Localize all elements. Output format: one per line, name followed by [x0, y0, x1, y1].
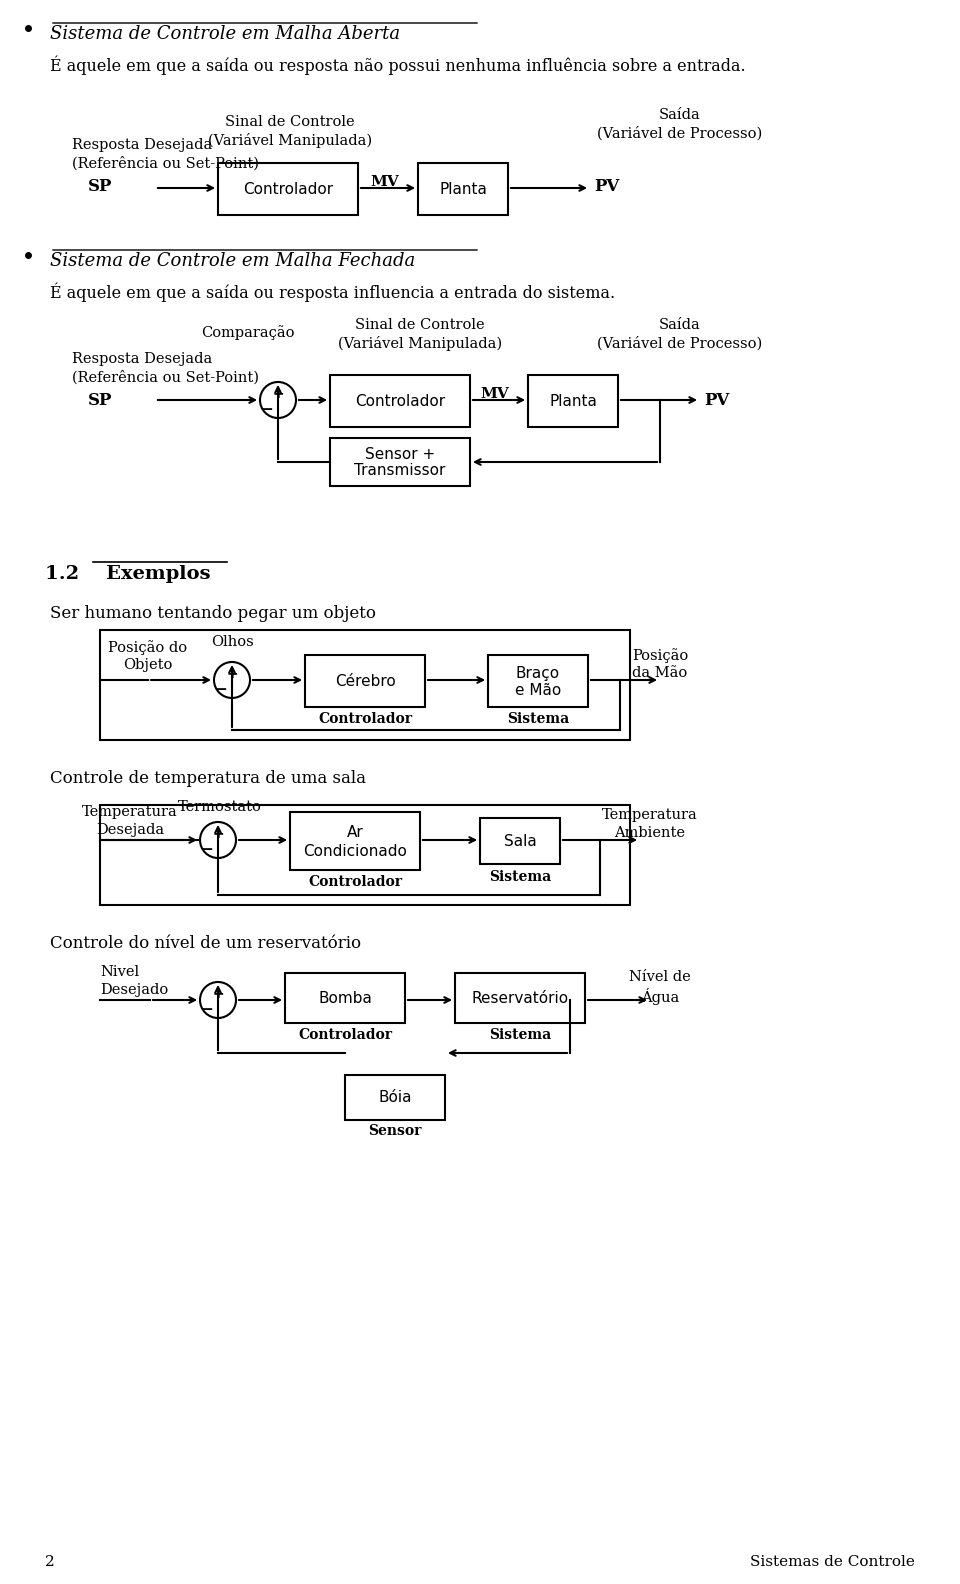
Text: Braço: Braço — [516, 665, 560, 681]
Text: (Referência ou Set-Point): (Referência ou Set-Point) — [72, 371, 259, 385]
Text: Saída: Saída — [660, 318, 701, 333]
Text: Sinal de Controle: Sinal de Controle — [355, 318, 485, 333]
Text: Termostato: Termostato — [178, 800, 262, 814]
Text: É aquele em que a saída ou resposta influencia a entrada do sistema.: É aquele em que a saída ou resposta infl… — [50, 282, 615, 301]
Text: Objeto: Objeto — [123, 657, 173, 672]
Text: Sensor: Sensor — [369, 1125, 421, 1137]
FancyBboxPatch shape — [285, 973, 405, 1023]
Text: −: − — [215, 681, 228, 697]
Text: Controle de temperatura de uma sala: Controle de temperatura de uma sala — [50, 770, 366, 787]
Text: Planta: Planta — [549, 393, 597, 409]
Text: Sistema de Controle em Malha Aberta: Sistema de Controle em Malha Aberta — [50, 25, 400, 43]
Text: PV: PV — [704, 391, 730, 409]
Text: Controle do nível de um reservatório: Controle do nível de um reservatório — [50, 935, 361, 952]
Text: −: − — [261, 401, 274, 417]
Text: Posição: Posição — [632, 648, 688, 662]
Text: Temperatura: Temperatura — [83, 805, 178, 819]
Text: Planta: Planta — [439, 182, 487, 196]
Text: Controlador: Controlador — [308, 874, 402, 889]
Text: +: + — [227, 667, 238, 681]
Text: +: + — [273, 386, 284, 401]
Text: Comparação: Comparação — [202, 325, 295, 341]
Text: Sensor +: Sensor + — [365, 447, 435, 463]
Text: Controlador: Controlador — [318, 711, 412, 725]
FancyBboxPatch shape — [488, 656, 588, 706]
Text: (Variável Manipulada): (Variável Manipulada) — [338, 336, 502, 352]
Text: Bóia: Bóia — [378, 1090, 412, 1106]
Text: (Variável de Processo): (Variável de Processo) — [597, 127, 762, 141]
Text: Temperatura: Temperatura — [602, 808, 698, 822]
FancyBboxPatch shape — [480, 817, 560, 863]
Text: +: + — [212, 987, 224, 1001]
Text: Ser humano tentando pegar um objeto: Ser humano tentando pegar um objeto — [50, 605, 376, 623]
Text: Desejada: Desejada — [96, 824, 164, 836]
Text: +: + — [212, 827, 224, 841]
Text: Água: Água — [641, 988, 679, 1004]
Text: SP: SP — [87, 391, 112, 409]
Text: Olhos: Olhos — [210, 635, 253, 649]
Text: Sistemas de Controle: Sistemas de Controle — [750, 1555, 915, 1570]
Text: (Referência ou Set-Point): (Referência ou Set-Point) — [72, 155, 259, 171]
Text: Saída: Saída — [660, 108, 701, 122]
FancyBboxPatch shape — [528, 375, 618, 428]
Text: da Mão: da Mão — [633, 665, 687, 680]
Text: SP: SP — [87, 177, 112, 195]
Text: e Mão: e Mão — [515, 683, 562, 699]
Text: MV: MV — [480, 386, 509, 401]
Text: Bomba: Bomba — [318, 990, 372, 1006]
Text: Transmissor: Transmissor — [354, 463, 445, 478]
Text: Resposta Desejada: Resposta Desejada — [72, 352, 212, 366]
Text: −: − — [201, 841, 213, 857]
Text: Reservatório: Reservatório — [471, 990, 568, 1006]
FancyBboxPatch shape — [455, 973, 585, 1023]
Text: Resposta Desejada: Resposta Desejada — [72, 138, 212, 152]
Text: Nivel: Nivel — [100, 965, 139, 979]
Text: É aquele em que a saída ou resposta não possui nenhuma influência sobre a entrad: É aquele em que a saída ou resposta não … — [50, 55, 746, 74]
Text: 1.2    Exemplos: 1.2 Exemplos — [45, 565, 210, 583]
FancyBboxPatch shape — [418, 163, 508, 215]
Text: Sinal de Controle: Sinal de Controle — [226, 116, 355, 128]
FancyBboxPatch shape — [305, 656, 425, 706]
FancyBboxPatch shape — [345, 1076, 445, 1120]
Text: Desejado: Desejado — [100, 984, 168, 996]
FancyBboxPatch shape — [218, 163, 358, 215]
FancyBboxPatch shape — [330, 439, 470, 486]
Text: −: − — [201, 1001, 213, 1017]
Text: Nível de: Nível de — [629, 969, 691, 984]
Text: Sistema de Controle em Malha Fechada: Sistema de Controle em Malha Fechada — [50, 252, 416, 269]
Text: Condicionado: Condicionado — [303, 844, 407, 859]
Text: Sala: Sala — [504, 833, 537, 849]
Text: Posição do: Posição do — [108, 640, 187, 654]
Text: Ar: Ar — [347, 825, 364, 840]
Text: (Variável Manipulada): (Variável Manipulada) — [208, 133, 372, 147]
Text: Controlador: Controlador — [298, 1028, 392, 1042]
Text: Sistema: Sistema — [489, 870, 551, 884]
Text: Ambiente: Ambiente — [614, 825, 685, 840]
Text: (Variável de Processo): (Variável de Processo) — [597, 336, 762, 350]
FancyBboxPatch shape — [330, 375, 470, 428]
Text: Cérebro: Cérebro — [335, 673, 396, 689]
Text: MV: MV — [370, 174, 398, 188]
Text: PV: PV — [594, 177, 619, 195]
FancyBboxPatch shape — [290, 813, 420, 870]
Text: Sistema: Sistema — [507, 711, 569, 725]
Text: Controlador: Controlador — [355, 393, 445, 409]
Text: Controlador: Controlador — [243, 182, 333, 196]
Text: Sistema: Sistema — [489, 1028, 551, 1042]
Text: 2: 2 — [45, 1555, 55, 1570]
